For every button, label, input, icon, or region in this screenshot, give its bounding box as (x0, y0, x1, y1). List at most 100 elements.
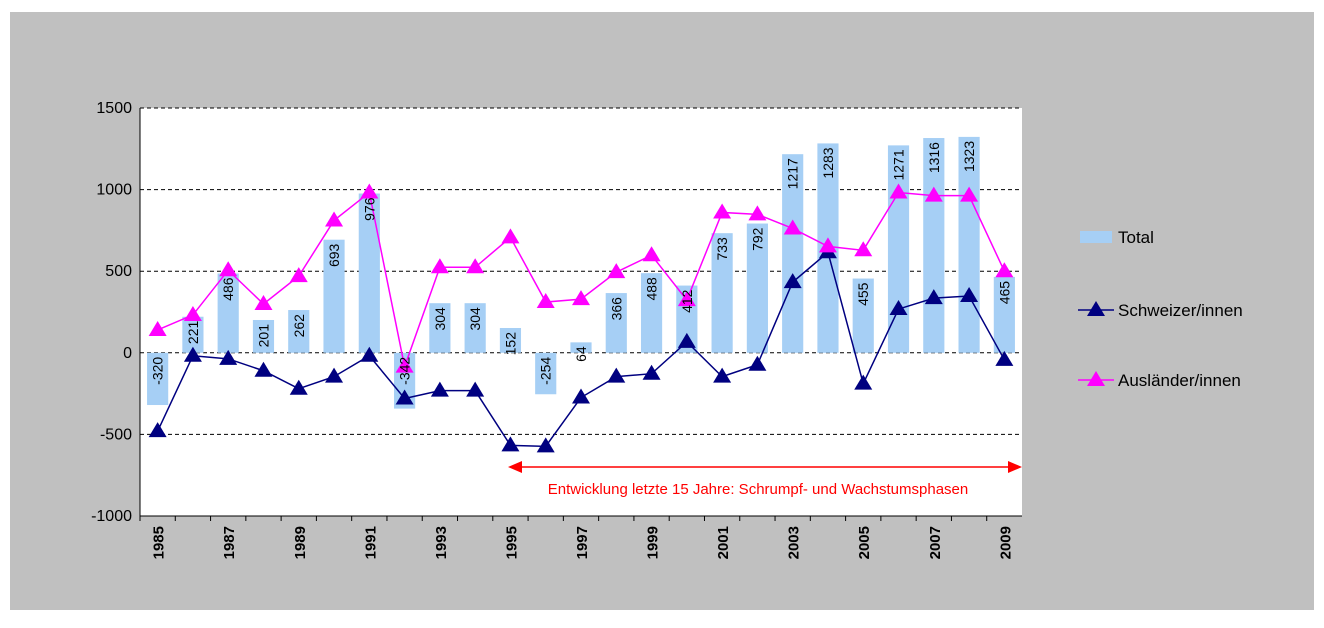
legend-marker (1087, 371, 1105, 386)
data-label: 486 (220, 277, 236, 301)
data-label: 1323 (961, 141, 977, 172)
data-label: 465 (996, 281, 1012, 305)
y-tick-label: 0 (123, 345, 132, 362)
bar (323, 239, 345, 353)
bar (782, 154, 804, 353)
y-tick-label: -500 (100, 426, 132, 443)
data-label: 64 (573, 346, 589, 362)
marker (889, 300, 908, 316)
x-tick-label: 1993 (433, 526, 450, 559)
marker (430, 381, 449, 397)
x-tick-label: 1995 (503, 526, 520, 559)
legend-swatch (1080, 231, 1112, 243)
plot-area (140, 108, 1022, 516)
data-label: 304 (467, 307, 483, 331)
bar (993, 276, 1015, 353)
x-tick-label: 2009 (997, 526, 1014, 559)
data-label: 201 (255, 324, 271, 348)
y-tick-label: 1500 (96, 100, 132, 117)
marker (325, 211, 344, 227)
marker (677, 332, 696, 348)
marker (501, 228, 520, 244)
bar (570, 342, 592, 353)
marker (183, 346, 202, 362)
marker (219, 261, 238, 277)
x-tick-label: 1991 (362, 526, 379, 559)
y-tick-label: -1000 (91, 508, 132, 525)
bar (288, 310, 310, 353)
marker (572, 388, 590, 404)
bar (252, 319, 275, 353)
data-label: 262 (291, 314, 307, 338)
data-label: -320 (150, 357, 166, 385)
bar (499, 327, 522, 353)
bar (217, 273, 239, 353)
marker (466, 381, 485, 397)
marker (783, 273, 802, 289)
marker (960, 287, 979, 303)
marker (430, 258, 449, 274)
marker (748, 355, 767, 371)
marker (360, 183, 379, 199)
data-label: 455 (855, 282, 871, 306)
marker (854, 374, 873, 390)
data-label: 304 (432, 307, 448, 331)
marker (924, 289, 943, 305)
marker (466, 258, 485, 274)
marker (325, 367, 344, 383)
data-label: 1217 (785, 158, 801, 189)
marker (677, 291, 696, 307)
marker (713, 367, 732, 383)
data-label: 1271 (891, 149, 907, 180)
bar (711, 233, 733, 353)
bar (429, 303, 451, 353)
marker (395, 357, 414, 373)
marker (183, 305, 202, 321)
marker (360, 346, 379, 362)
marker (607, 367, 626, 383)
marker (642, 364, 661, 380)
data-label: 976 (361, 197, 377, 221)
marker (960, 186, 979, 202)
marker (924, 186, 943, 202)
data-label: -342 (397, 357, 413, 385)
marker (854, 241, 873, 257)
data-label: 221 (185, 321, 201, 345)
bar (535, 352, 557, 395)
marker (254, 361, 273, 377)
marker (254, 295, 273, 311)
marker (889, 183, 908, 199)
marker (148, 320, 167, 336)
y-tick-label: 500 (105, 263, 132, 280)
data-label: 366 (608, 297, 624, 321)
x-tick-label: 2001 (715, 526, 732, 559)
bar (605, 293, 627, 353)
x-tick-label: 1987 (221, 526, 238, 559)
x-tick-label: 2005 (856, 526, 873, 559)
bar (852, 278, 874, 353)
bar (147, 352, 169, 406)
x-tick-label: 2003 (786, 526, 803, 559)
data-label: 1283 (820, 147, 836, 178)
marker (536, 293, 555, 309)
marker (395, 389, 414, 405)
data-label: 733 (714, 237, 730, 261)
marker (501, 436, 520, 452)
bar (182, 316, 204, 353)
marker (219, 349, 238, 365)
bar (640, 273, 663, 353)
data-label: 792 (749, 227, 765, 251)
marker (713, 203, 732, 219)
x-tick-label: 1989 (292, 526, 309, 559)
marker (289, 379, 308, 395)
data-label: 693 (326, 243, 342, 267)
marker (148, 422, 167, 438)
legend-label: Ausländer/innen (1118, 371, 1241, 390)
annotation: Entwicklung letzte 15 Jahre: Schrumpf- u… (548, 481, 968, 498)
marker (289, 267, 308, 283)
x-tick-label: 1985 (151, 526, 168, 559)
marker (642, 246, 661, 262)
marker (748, 205, 767, 221)
marker (818, 237, 837, 253)
